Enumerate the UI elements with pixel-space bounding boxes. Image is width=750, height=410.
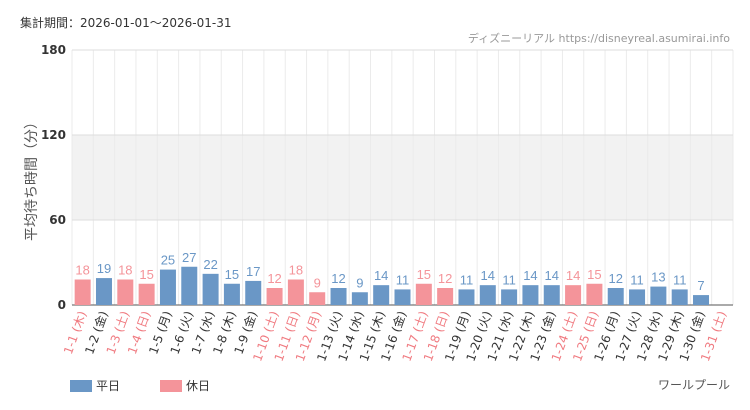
bar <box>415 283 432 305</box>
bar <box>266 288 283 305</box>
bar <box>629 289 646 305</box>
bar <box>159 269 176 305</box>
bar <box>181 266 198 305</box>
value-label: 11 <box>630 272 644 287</box>
y-tick-label: 60 <box>49 213 66 227</box>
value-label: 11 <box>502 272 516 287</box>
value-label: 18 <box>289 263 303 278</box>
value-label: 17 <box>246 264 260 279</box>
bar <box>437 288 454 305</box>
bar <box>543 285 560 305</box>
value-label: 7 <box>697 278 704 293</box>
value-label: 18 <box>118 263 132 278</box>
bar <box>693 295 710 305</box>
chart-title: 集計期間：2026-01-01～2026-01-31 <box>20 15 231 30</box>
legend-swatch <box>160 380 182 392</box>
source: ディズニーリアル https://disneyreal.asumirai.inf… <box>468 31 730 45</box>
bar <box>522 285 539 305</box>
bar <box>394 289 411 305</box>
attraction-name: ワールプール <box>658 378 730 392</box>
legend-label: 平日 <box>96 379 120 393</box>
bar <box>565 285 582 305</box>
bar <box>117 279 134 305</box>
y-axis-label: 平均待ち時間（分） <box>24 115 40 241</box>
bar <box>330 288 347 305</box>
value-label: 14 <box>481 268 495 283</box>
value-label: 11 <box>673 272 687 287</box>
y-tick-label: 0 <box>58 298 66 312</box>
bar <box>458 289 475 305</box>
value-label: 14 <box>374 268 388 283</box>
value-label: 25 <box>161 253 175 268</box>
value-label: 12 <box>608 271 622 286</box>
value-label: 19 <box>97 261 111 276</box>
y-tick-label: 180 <box>41 43 66 57</box>
bar <box>479 285 496 305</box>
bar <box>245 280 262 305</box>
value-label: 11 <box>460 272 474 287</box>
bar <box>95 278 112 305</box>
bar <box>309 292 326 305</box>
value-label: 14 <box>545 268 559 283</box>
legend-label: 休日 <box>186 379 210 393</box>
value-label: 27 <box>182 250 196 265</box>
value-label: 9 <box>356 275 363 290</box>
value-label: 15 <box>417 267 431 282</box>
bar <box>74 279 91 305</box>
bar <box>373 285 390 305</box>
value-label: 12 <box>438 271 452 286</box>
bar <box>650 286 667 305</box>
value-label: 14 <box>566 268 580 283</box>
value-label: 15 <box>587 267 601 282</box>
bar <box>586 283 603 305</box>
grid-band <box>72 135 733 220</box>
bar <box>351 292 368 305</box>
bar <box>223 283 240 305</box>
value-label: 13 <box>651 270 665 285</box>
value-label: 12 <box>331 271 345 286</box>
value-label: 22 <box>203 257 217 272</box>
bar <box>607 288 624 305</box>
value-label: 11 <box>396 272 410 287</box>
value-label: 14 <box>523 268 537 283</box>
bar <box>287 279 304 305</box>
bar <box>501 289 518 305</box>
bar <box>202 273 219 305</box>
value-label: 12 <box>267 271 281 286</box>
value-label: 15 <box>139 267 153 282</box>
value-label: 9 <box>314 275 321 290</box>
bar <box>671 289 688 305</box>
value-label: 18 <box>75 263 89 278</box>
bar <box>138 283 155 305</box>
y-tick-label: 120 <box>41 128 66 142</box>
value-label: 15 <box>225 267 239 282</box>
legend-swatch <box>70 380 92 392</box>
